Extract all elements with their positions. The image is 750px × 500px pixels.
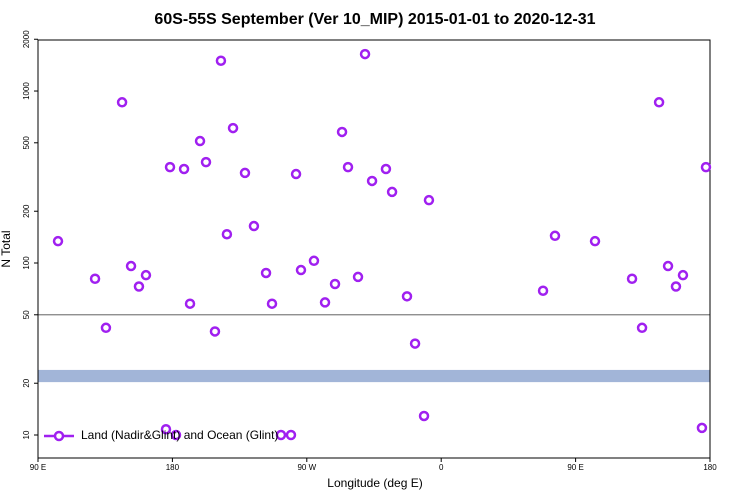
point <box>100 322 112 334</box>
point <box>266 298 278 309</box>
point <box>366 175 378 187</box>
point <box>125 260 137 272</box>
point <box>423 194 435 206</box>
point <box>418 410 430 422</box>
point <box>401 291 413 302</box>
point <box>386 186 398 198</box>
y-tick-label: 200 <box>22 204 31 218</box>
point <box>260 267 272 279</box>
plot-frame <box>37 39 711 459</box>
point <box>336 126 348 138</box>
point <box>342 161 354 173</box>
point <box>194 135 206 147</box>
point <box>164 161 176 173</box>
point <box>537 285 549 296</box>
point <box>662 260 674 272</box>
point <box>275 429 287 441</box>
point <box>636 322 648 334</box>
point <box>215 55 227 66</box>
point <box>626 273 638 285</box>
point <box>677 269 689 281</box>
y-tick-label: 50 <box>22 310 31 319</box>
point <box>290 168 302 180</box>
point <box>140 269 152 281</box>
x-tick-label: 180 <box>703 463 717 472</box>
point <box>319 297 331 308</box>
y-tick-label: 10 <box>22 430 31 439</box>
point <box>549 230 561 242</box>
point <box>359 48 371 60</box>
point <box>239 167 251 179</box>
point <box>329 278 341 290</box>
point <box>52 235 64 247</box>
x-tick-label: 90 W <box>297 463 316 472</box>
y-tick-label: 20 <box>22 378 31 387</box>
point <box>285 429 297 441</box>
point <box>380 163 392 175</box>
point <box>295 264 307 276</box>
point <box>200 156 212 168</box>
legend-marker <box>53 430 65 442</box>
point <box>170 429 182 441</box>
point <box>184 298 196 309</box>
x-axis-label: Longitude (deg E) <box>327 476 422 490</box>
point <box>116 97 128 108</box>
point <box>308 255 320 267</box>
point <box>589 235 601 247</box>
point <box>409 338 421 349</box>
y-tick-label: 2000 <box>22 30 31 48</box>
point <box>696 422 708 434</box>
x-tick-label: 90 E <box>567 463 583 472</box>
x-tick-label: 180 <box>166 463 180 472</box>
y-axis-label: N Total <box>0 230 13 267</box>
point <box>89 273 101 285</box>
point <box>221 228 233 240</box>
y-tick-label: 500 <box>22 136 31 150</box>
point <box>160 424 172 435</box>
y-tick-label: 100 <box>22 256 31 270</box>
chart-title: 60S-55S September (Ver 10_MIP) 2015-01-0… <box>154 11 595 28</box>
point <box>178 163 190 175</box>
point <box>227 122 239 134</box>
point <box>700 161 712 173</box>
point <box>653 97 665 108</box>
point <box>670 281 682 292</box>
x-tick-label: 90 E <box>30 463 46 472</box>
band <box>38 369 710 383</box>
point <box>248 220 260 232</box>
legend-label: Land (Nadir&Glint) and Ocean (Glint) <box>81 428 278 442</box>
point <box>209 326 221 337</box>
point <box>133 281 145 292</box>
y-tick-label: 1000 <box>22 82 31 100</box>
x-tick-label: 0 <box>439 463 444 472</box>
point <box>352 271 364 283</box>
